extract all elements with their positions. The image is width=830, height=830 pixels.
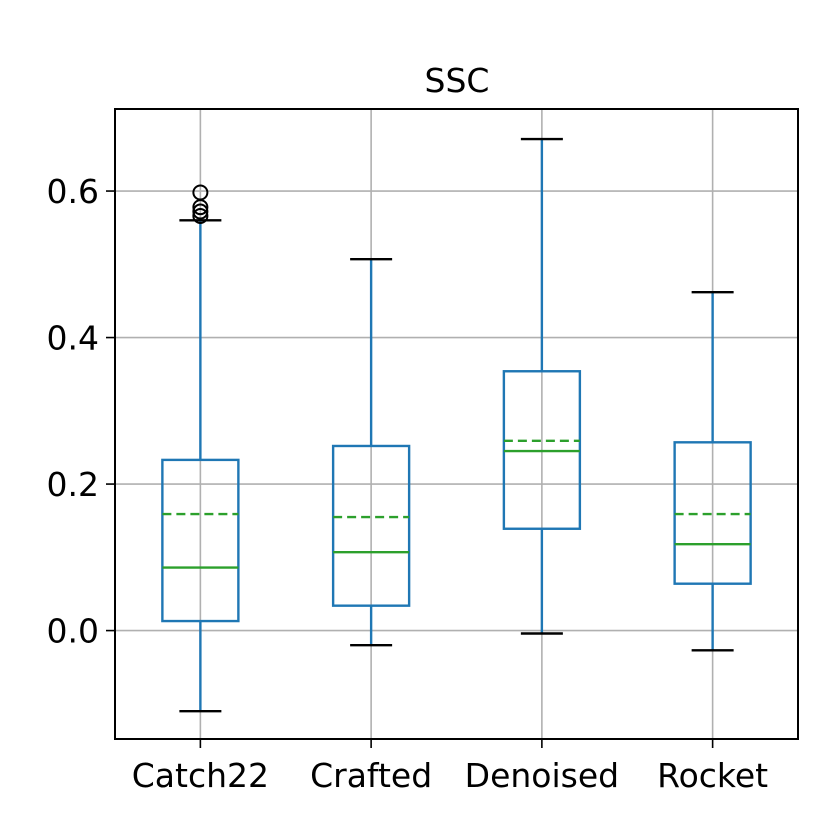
chart-title: SSC (425, 61, 490, 100)
y-tick-label: 0.2 (47, 465, 99, 504)
box-layer (161, 137, 752, 713)
outlier-point (192, 207, 209, 224)
box-group-crafted (331, 257, 411, 647)
x-tick-label: Denoised (465, 756, 619, 795)
plot-frame (114, 108, 799, 740)
iqr-box (331, 444, 411, 607)
x-tick-label: Rocket (657, 756, 768, 795)
y-tick-label: 0.6 (47, 172, 99, 211)
outlier-point (192, 184, 209, 201)
y-tick-label: 0.4 (47, 319, 99, 358)
x-tick-label: Catch22 (132, 756, 269, 795)
box-group-rocket (673, 290, 752, 652)
axis-ticks: 0.0 0.2 0.4 0.6 Catch22 Crafted Denoised Rocket (47, 172, 769, 795)
box-group-catch22 (161, 184, 240, 713)
grid-lines (115, 109, 798, 739)
outlier-point (192, 203, 209, 220)
y-tick-label: 0.0 (47, 612, 99, 651)
box-group-denoised (502, 137, 582, 635)
x-tick-label: Crafted (310, 756, 432, 795)
iqr-box (161, 458, 240, 623)
